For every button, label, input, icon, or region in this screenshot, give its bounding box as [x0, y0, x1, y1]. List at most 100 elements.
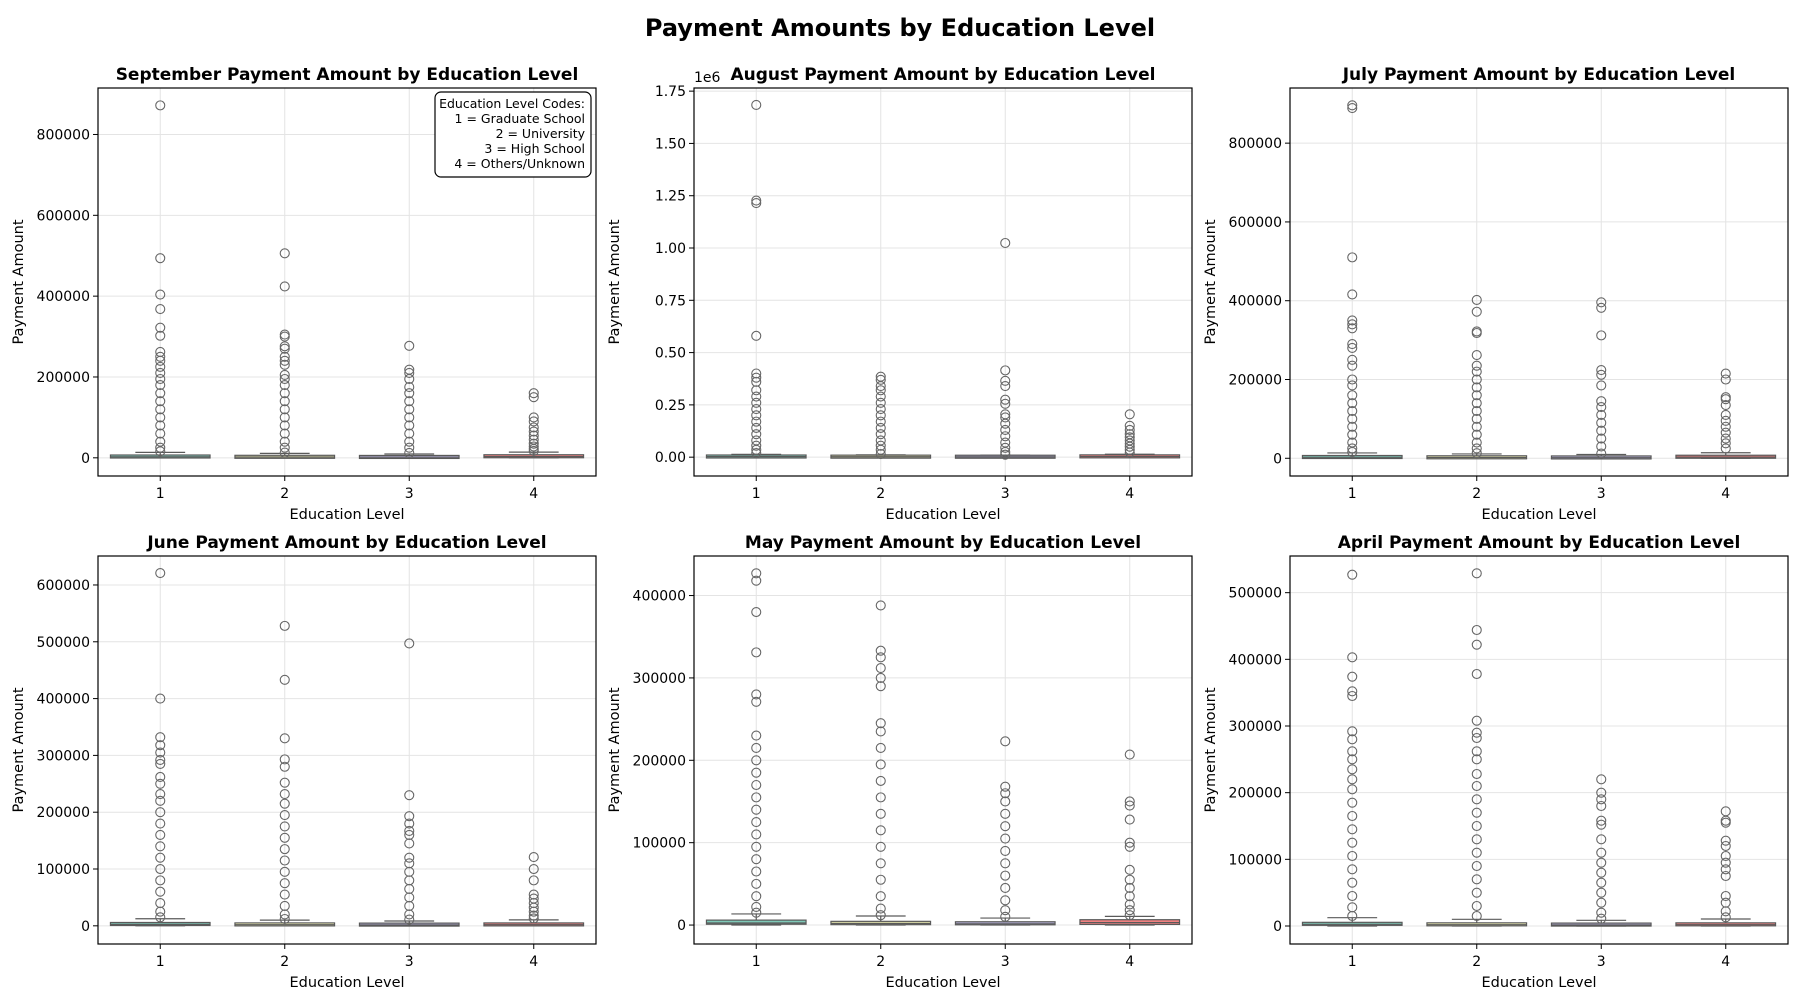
- outlier-point: [1347, 323, 1358, 334]
- box-education-4: [1079, 749, 1181, 926]
- outlier-point: [155, 912, 166, 923]
- axes-frame: [693, 87, 1193, 477]
- chart-panel-3: 0 200000 400000 600000 800000 1 2 3 4 July Paymen…: [1203, 65, 1789, 523]
- outlier-point: [751, 878, 762, 889]
- outlier-point: [875, 874, 886, 885]
- outlier-point: [1596, 302, 1607, 313]
- outlier-point: [528, 430, 539, 441]
- outlier-point: [875, 440, 886, 451]
- y-tick-label: 0: [81, 451, 90, 467]
- outlier-point: [155, 351, 166, 362]
- outlier-point: [875, 385, 886, 396]
- box-education-4: [1675, 368, 1777, 459]
- outlier-point: [1471, 306, 1482, 317]
- y-tick-label: 800000: [37, 127, 90, 143]
- outlier-point: [1471, 374, 1482, 385]
- outlier-point: [155, 388, 166, 399]
- y-tick-label: 1.75: [655, 84, 686, 100]
- outlier-point: [1347, 103, 1358, 114]
- outlier-point: [279, 436, 290, 447]
- outlier-point: [751, 792, 762, 803]
- outlier-point: [279, 844, 290, 855]
- outlier-point: [1720, 840, 1731, 852]
- outlier-point: [279, 761, 290, 772]
- outlier-point: [751, 429, 762, 440]
- outlier-point: [1471, 834, 1482, 845]
- outlier-point: [1596, 396, 1607, 407]
- outlier-point: [1596, 380, 1607, 391]
- outlier-point: [1347, 734, 1358, 745]
- outlier-point: [155, 829, 166, 840]
- x-tick-label: 2: [280, 954, 289, 970]
- chart-title: April Payment Amount by Education Level: [1338, 533, 1741, 553]
- outlier-point: [1347, 726, 1358, 737]
- outlier-point: [1596, 369, 1607, 380]
- outlier-point: [1596, 448, 1607, 459]
- x-tick-label: 2: [1472, 486, 1481, 502]
- outlier-point: [875, 775, 886, 786]
- outlier-point: [1596, 877, 1607, 888]
- chart-panel-4: 0 100000 200000 300000 400000 500000 600000 1 2 3…: [11, 533, 597, 991]
- x-tick-label: 4: [529, 954, 538, 970]
- legend-line: Education Level Codes:: [439, 96, 585, 111]
- box-education-2: [234, 620, 336, 927]
- outlier-point: [875, 910, 886, 921]
- outlier-point: [279, 369, 290, 381]
- y-tick-label: 0.25: [655, 398, 686, 414]
- y-tick-label: 100000: [37, 862, 90, 878]
- outlier-point: [1596, 433, 1607, 444]
- outlier-point: [155, 361, 166, 372]
- outlier-point: [875, 662, 886, 674]
- outlier-point: [1000, 442, 1011, 453]
- y-tick-label: 0: [677, 918, 686, 934]
- x-tick-label: 1: [1348, 486, 1357, 502]
- outlier-point: [404, 412, 415, 423]
- outlier-point: [279, 420, 290, 431]
- outlier-point: [528, 438, 539, 449]
- x-tick-label: 4: [1125, 954, 1134, 970]
- outlier-point: [751, 397, 762, 408]
- outlier-point: [279, 341, 290, 352]
- x-tick-label: 3: [405, 486, 414, 502]
- outlier-point: [279, 809, 290, 821]
- outlier-point: [1471, 360, 1482, 371]
- outlier-point: [1347, 446, 1358, 458]
- outlier-point: [751, 99, 762, 110]
- outlier-point: [1596, 887, 1607, 898]
- outlier-point: [1347, 443, 1358, 454]
- outlier-point: [1471, 732, 1482, 744]
- chart-title: August Payment Amount by Education Level: [731, 65, 1156, 85]
- outlier-point: [751, 866, 762, 877]
- outlier-point: [1720, 415, 1731, 426]
- outlier-point: [279, 913, 290, 925]
- outlier-point: [404, 373, 415, 385]
- y-axis-label: Payment Amount: [607, 219, 623, 344]
- outlier-point: [1596, 787, 1607, 798]
- outlier-point: [155, 436, 166, 447]
- outlier-point: [1471, 405, 1482, 417]
- x-tick-label: 1: [752, 486, 761, 502]
- outlier-point: [279, 442, 290, 453]
- outlier-point: [875, 391, 886, 402]
- outlier-point: [279, 878, 290, 889]
- outlier-point: [1471, 443, 1482, 454]
- outlier-point: [875, 448, 886, 460]
- outlier-point: [1347, 797, 1358, 808]
- outlier-point: [404, 638, 415, 649]
- outlier-point: [1124, 424, 1135, 436]
- outlier-point: [1596, 897, 1607, 908]
- y-tick-label: 1.00: [655, 241, 686, 257]
- outlier-point: [1347, 319, 1358, 330]
- chart-title: June Payment Amount by Education Level: [146, 533, 546, 553]
- outlier-point: [1347, 354, 1358, 365]
- y-tick-label: 100000: [1229, 852, 1282, 868]
- outlier-point: [1471, 847, 1482, 858]
- outlier-point: [1124, 891, 1135, 902]
- outlier-point: [875, 416, 886, 427]
- outlier-point: [404, 420, 415, 431]
- outlier-point: [1471, 900, 1482, 912]
- outlier-point: [1124, 800, 1135, 811]
- outlier-point: [1471, 820, 1482, 832]
- outlier-point: [875, 600, 886, 611]
- outlier-point: [1347, 289, 1358, 300]
